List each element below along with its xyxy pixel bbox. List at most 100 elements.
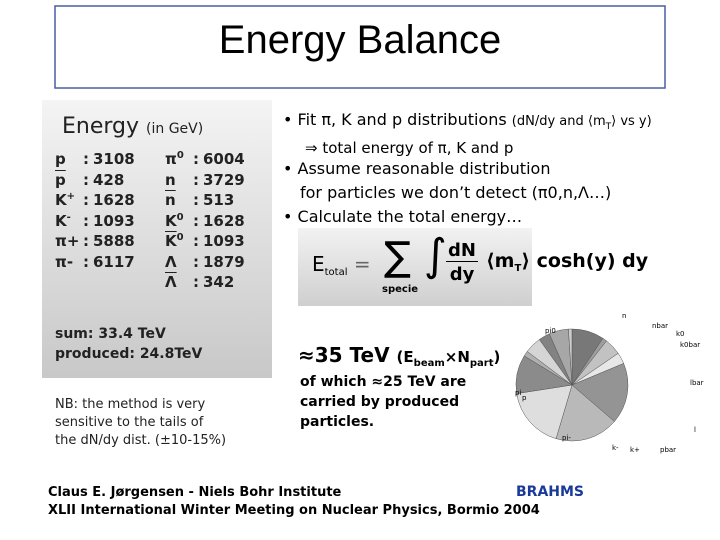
energy-value: 5888 [93, 232, 135, 250]
sep: : [193, 273, 199, 291]
sep: : [193, 191, 199, 209]
pie-label: pi [515, 389, 521, 397]
sep: : [83, 252, 89, 271]
pie-label: k- [612, 444, 619, 452]
which-line: particles. [300, 414, 375, 430]
particle-label: Λ [165, 252, 177, 271]
f: specie [382, 284, 419, 295]
particle: n [165, 191, 176, 209]
text-seg: 0 [547, 183, 558, 202]
f: ⟨mT⟩ cosh(y) dy [486, 250, 648, 274]
sep: : [83, 191, 89, 209]
text-seg: for particles we don’t detect (π [300, 183, 548, 202]
bullet-line: ⇒ total energy of π, K and p [283, 139, 652, 157]
energy-value: 1628 [93, 191, 135, 209]
pie-label: lbar [690, 379, 704, 387]
particle-sup: 0 [176, 150, 184, 161]
bullet-line: for particles we don’t detect (π0,n,Λ…) [283, 181, 652, 205]
pie-label: pi0 [545, 327, 556, 335]
energy-value: 1628 [203, 211, 245, 230]
sep: : [193, 232, 199, 250]
logo: BRAHMS [516, 484, 585, 500]
f: ⟩ [521, 250, 530, 272]
text-seg: ×N [444, 348, 470, 366]
pie: pi0 n nbar k0 k0bar lbar l pbar k-k+ pi-pip [515, 312, 704, 454]
pie-slice [568, 328, 573, 386]
pie-slice [571, 363, 629, 422]
f: dy [449, 264, 475, 285]
text-seg: • Calculate the total energy… [283, 207, 523, 226]
particle-label: π [165, 150, 177, 168]
particle-label: K [55, 191, 67, 209]
energy-value: 428 [93, 170, 125, 189]
text-seg: ⟩ vs y) [611, 114, 652, 129]
particle: π0 [165, 150, 184, 168]
text-seg: ⇒ total energy of π, K and p [305, 139, 514, 157]
pie-label: k0 [676, 330, 685, 338]
particle-label: n [165, 170, 176, 189]
f: E [312, 252, 325, 276]
heading-text: Energy [62, 114, 140, 139]
energy-value: 342 [203, 273, 235, 291]
particle: π+ [55, 232, 79, 250]
note: NB: the method is very sensitive to the t… [55, 396, 226, 450]
title-frame [54, 5, 666, 89]
note-line: sensitive to the tails of [55, 415, 204, 430]
particle-sup: + [66, 191, 76, 202]
energy-value: 1093 [203, 232, 245, 250]
text-seg: • Assume reasonable distribution [283, 159, 551, 178]
sep: : [193, 252, 199, 271]
pie-label: l [694, 426, 696, 434]
particle: Λ [165, 253, 177, 271]
sep: : [83, 150, 89, 168]
text-seg: (E [396, 348, 414, 366]
pie-label: k+ [630, 446, 640, 454]
text-seg: T [605, 122, 612, 132]
pie-label: pbar [660, 446, 676, 454]
particle: K- [55, 212, 71, 230]
note-line: the dN/dy dist. (±10-15%) [55, 433, 227, 448]
f: cosh(y) dy [536, 250, 649, 272]
pie-label: nbar [652, 322, 668, 330]
particle-sup: 0 [176, 232, 184, 243]
sep: : [83, 170, 89, 189]
particle: K+ [55, 191, 75, 209]
unit: (in GeV) [146, 121, 204, 137]
particle: π- [55, 253, 73, 271]
f: = [353, 252, 371, 276]
particle: K0 [165, 212, 184, 230]
sep: : [83, 211, 89, 230]
produced: produced: 24.8TeV [55, 346, 203, 362]
text-seg: beam [413, 358, 445, 369]
pie-label: k0bar [680, 341, 700, 349]
text-seg: • Fit π, K and p distributions [283, 110, 512, 129]
particle-label: π+ [55, 232, 80, 250]
energy-box [42, 100, 272, 378]
energy-value: 1879 [203, 252, 245, 271]
sum: sum: 33.4 TeV [55, 326, 166, 342]
particle: n [165, 171, 176, 189]
bullet-line: • Fit π, K and p distributions (dN/dy an… [283, 108, 652, 139]
f: total [324, 267, 348, 278]
energy-value: 6117 [93, 252, 135, 271]
particle-sup: - [66, 211, 71, 223]
sep: : [83, 232, 89, 250]
which-line: of which ≈25 TeV are [300, 374, 467, 390]
energy-value: 1093 [93, 211, 135, 230]
formula-box: Etotal = ∑ specie ∫ dN dy ⟨mT⟩ cosh(y) d… [298, 228, 648, 306]
f: ∑ [384, 234, 411, 280]
pie-label: pi- [562, 434, 571, 442]
sep: : [193, 150, 199, 168]
which-line: carried by produced [300, 394, 460, 410]
energy-line: ≈35 TeV (Ebeam×Npart) [298, 343, 500, 369]
f: ⟨m [486, 250, 515, 272]
energy-value: 3108 [93, 150, 135, 168]
bullet-line: • Calculate the total energy… [283, 205, 652, 229]
text-seg: ) [493, 348, 501, 366]
particle-label: n [165, 191, 176, 209]
sep: : [193, 211, 199, 230]
note-line: NB: the method is very [55, 397, 206, 412]
particle-label: Λ [165, 273, 177, 291]
